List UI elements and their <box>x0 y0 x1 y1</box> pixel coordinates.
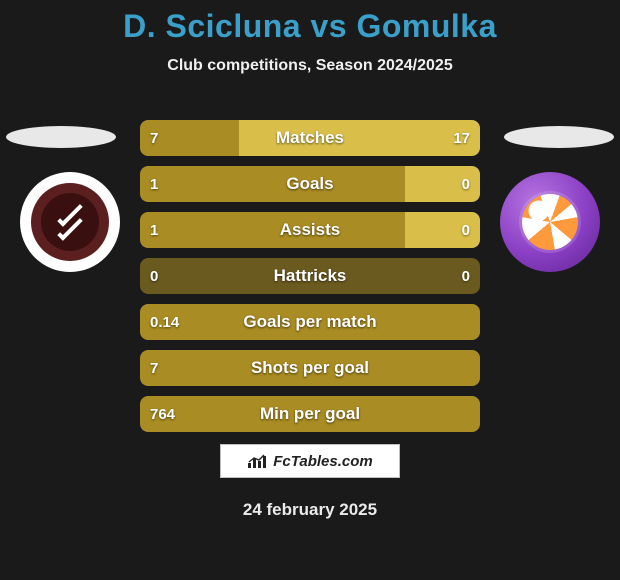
subtitle: Club competitions, Season 2024/2025 <box>0 57 620 75</box>
club-logo-right <box>500 172 600 272</box>
page-title: D. Scicluna vs Gomulka <box>0 0 620 45</box>
stat-row: Assists10 <box>140 212 480 248</box>
player-plate-left <box>6 126 116 148</box>
stat-value-left: 7 <box>150 360 158 377</box>
stat-value-right: 0 <box>462 222 470 239</box>
stat-fill-right <box>239 120 480 156</box>
stat-row: Goals10 <box>140 166 480 202</box>
stat-value-left: 1 <box>150 176 158 193</box>
stat-value-right: 0 <box>462 176 470 193</box>
stat-value-left: 764 <box>150 406 175 423</box>
stat-row: Matches717 <box>140 120 480 156</box>
stat-row: Goals per match0.14 <box>140 304 480 340</box>
stat-value-right: 17 <box>453 130 470 147</box>
footer-date: 24 february 2025 <box>0 500 620 520</box>
stat-row: Min per goal764 <box>140 396 480 432</box>
stat-value-left: 7 <box>150 130 158 147</box>
stat-value-left: 0 <box>150 268 158 285</box>
stat-fill-left <box>140 304 480 340</box>
stats-bars: Matches717Goals10Assists10Hattricks00Goa… <box>140 120 480 442</box>
stat-fill-left <box>140 166 405 202</box>
stat-value-left: 0.14 <box>150 314 179 331</box>
stat-value-right: 0 <box>462 268 470 285</box>
footer-brand-text: FcTables.com <box>273 453 372 470</box>
stat-fill-left <box>140 212 405 248</box>
stat-row: Hattricks00 <box>140 258 480 294</box>
stat-fill-left <box>140 396 480 432</box>
player-plate-right <box>504 126 614 148</box>
chart-icon <box>247 453 267 469</box>
stat-row: Shots per goal7 <box>140 350 480 386</box>
stat-fill-left <box>140 350 480 386</box>
club-logo-left <box>20 172 120 272</box>
footer-brand[interactable]: FcTables.com <box>220 444 400 478</box>
stat-value-left: 1 <box>150 222 158 239</box>
